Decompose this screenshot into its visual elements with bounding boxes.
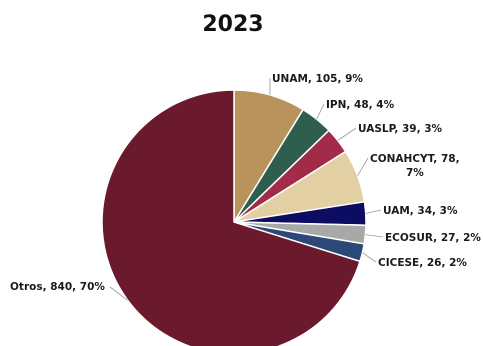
leader-line-cicese <box>362 252 377 263</box>
slice-label-ecosur: ECOSUR, 27, 2% <box>385 232 481 244</box>
leader-line-ipn <box>316 103 325 120</box>
slice-label-uam: UAM, 34, 3% <box>383 205 458 217</box>
slice-labels: UNAM, 105, 9% IPN, 48, 4% UASLP, 39, 3% CON… <box>10 73 481 293</box>
slice-label-conahcyt: CONAHCYT, 78, 7% <box>370 153 460 179</box>
leader-line-conahcyt <box>357 157 369 176</box>
slice-label-unam: UNAM, 105, 9% <box>272 73 363 85</box>
leader-line-otros <box>109 286 128 301</box>
slice-label-uaslp: UASLP, 39, 3% <box>358 123 443 135</box>
leader-lines <box>109 77 384 301</box>
leader-line-uam <box>365 209 382 214</box>
chart-title: 2023 <box>202 12 263 37</box>
pie-slices <box>101 89 367 346</box>
leader-line-uaslp <box>337 127 357 141</box>
slice-label-otros: Otros, 840, 70% <box>10 281 105 293</box>
leader-line-ecosur <box>365 234 384 238</box>
slice-label-ipn: IPN, 48, 4% <box>326 99 395 111</box>
pie-slice-otros <box>101 89 361 346</box>
slice-label-cicese: CICESE, 26, 2% <box>378 257 467 269</box>
